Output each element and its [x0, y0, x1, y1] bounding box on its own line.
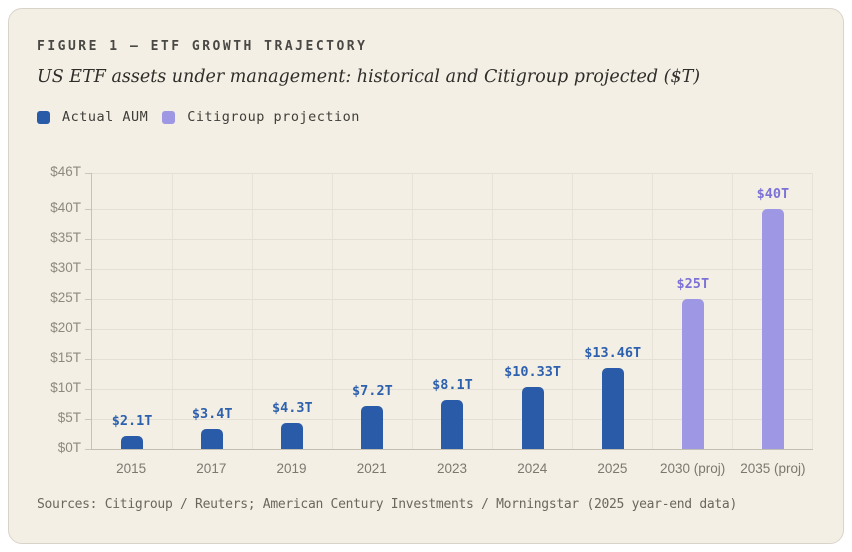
source-note: Sources: Citigroup / Reuters; American C… [37, 497, 737, 512]
gridline-horizontal [92, 329, 813, 330]
bar [681, 299, 704, 449]
y-tick-mark [85, 449, 91, 450]
bar [441, 400, 464, 449]
gridline-vertical [171, 173, 173, 449]
bar [121, 436, 144, 449]
x-axis-label: 2030 (proj) [660, 461, 726, 476]
bar [281, 423, 304, 449]
bar [201, 428, 224, 449]
bar-value-label: $7.2T [352, 382, 393, 399]
y-tick-mark [85, 359, 91, 360]
bar-column: $25T [653, 173, 733, 449]
gridline-vertical [732, 173, 734, 449]
legend-label-actual-aum: Actual AUM [62, 109, 149, 125]
bar-chart: $2.1T $3.4T $4.3T $7.2T $8.1T $10.33T $13.46T $… [37, 164, 815, 481]
bar-column: $4.3T [252, 173, 332, 449]
bar-column: $10.33T [493, 173, 573, 449]
gridline-vertical [812, 173, 813, 449]
x-axis-label: 2019 [276, 461, 307, 476]
x-axis-label: 2021 [356, 461, 387, 476]
bar [521, 387, 544, 449]
y-tick-label: $20T [50, 320, 81, 335]
bar-column: $3.4T [172, 173, 252, 449]
y-tick-label: $5T [57, 410, 81, 425]
y-tick-label: $46T [50, 164, 81, 179]
bar-value-label: $10.33T [504, 364, 562, 381]
y-tick-mark [85, 389, 91, 390]
gridline-horizontal [92, 299, 813, 300]
y-tick-label: $15T [50, 350, 81, 365]
legend-label-citigroup-projection: Citigroup projection [187, 109, 360, 125]
gridline-vertical [411, 173, 413, 449]
figure-subtitle: US ETF assets under management: historic… [37, 67, 701, 87]
bar-value-label: $3.4T [191, 405, 233, 422]
legend-swatch-actual-aum [37, 110, 50, 124]
y-tick-mark [85, 419, 91, 420]
gridline-vertical [331, 173, 333, 449]
figure-title: FIGURE 1 — ETF GROWTH TRAJECTORY [37, 39, 368, 54]
bar-value-label: $4.3T [271, 400, 313, 417]
x-axis-label: 2015 [116, 461, 147, 476]
y-tick-mark [85, 299, 91, 300]
y-tick-mark [85, 329, 91, 330]
chart-legend: Actual AUM Citigroup projection [37, 109, 815, 125]
gridline-vertical [251, 173, 253, 449]
y-tick-label: $25T [50, 290, 81, 305]
bar [361, 405, 384, 449]
x-axis-label: 2035 (proj) [740, 461, 806, 476]
y-tick-mark [85, 239, 91, 240]
gridline-vertical [492, 173, 494, 449]
gridline-vertical [572, 173, 574, 449]
y-tick-label: $35T [50, 230, 81, 245]
y-tick-mark [85, 269, 91, 270]
bar-value-label: $40T [756, 186, 790, 202]
y-tick-label: $0T [57, 440, 81, 455]
bar [761, 209, 784, 449]
legend-item-citigroup-projection: Citigroup projection [162, 109, 360, 125]
legend-swatch-citigroup-projection [162, 110, 176, 124]
plot-area: $2.1T $3.4T $4.3T $7.2T $8.1T $10.33T $13.46T $… [91, 173, 813, 450]
bar-value-label: $8.1T [432, 377, 473, 394]
legend-item-actual-aum: Actual AUM [37, 109, 148, 125]
bar-value-label: $2.1T [111, 413, 153, 430]
gridline-horizontal [92, 173, 813, 174]
figure-card: FIGURE 1 — ETF GROWTH TRAJECTORY US ETF … [8, 8, 844, 544]
x-axis-label: 2025 [597, 461, 628, 476]
bar [601, 368, 624, 449]
y-tick-label: $30T [50, 260, 81, 275]
x-axis-label: 2024 [517, 461, 548, 476]
bar-column: $7.2T [332, 173, 412, 449]
gridline-horizontal [92, 359, 813, 360]
bar-column: $2.1T [92, 173, 172, 449]
bar-column: $8.1T [412, 173, 492, 449]
y-tick-label: $40T [50, 200, 81, 215]
bar-value-label: $13.46T [584, 345, 642, 362]
gridline-horizontal [92, 209, 813, 210]
gridline-horizontal [92, 269, 813, 270]
x-axis-label: 2023 [436, 461, 467, 476]
bar-column: $40T [733, 173, 813, 449]
bar-value-label: $25T [676, 276, 710, 292]
gridline-horizontal [92, 239, 813, 240]
x-axis: 2015 2017 2019 2021 2023 2024 2025 2030 (proj) 2… [91, 461, 813, 481]
y-tick-mark [85, 209, 91, 210]
y-tick-label: $10T [50, 380, 81, 395]
gridline-horizontal [92, 389, 813, 390]
gridline-vertical [652, 173, 654, 449]
x-axis-label: 2017 [196, 461, 227, 476]
bar-column: $13.46T [573, 173, 653, 449]
y-tick-mark [85, 173, 91, 174]
